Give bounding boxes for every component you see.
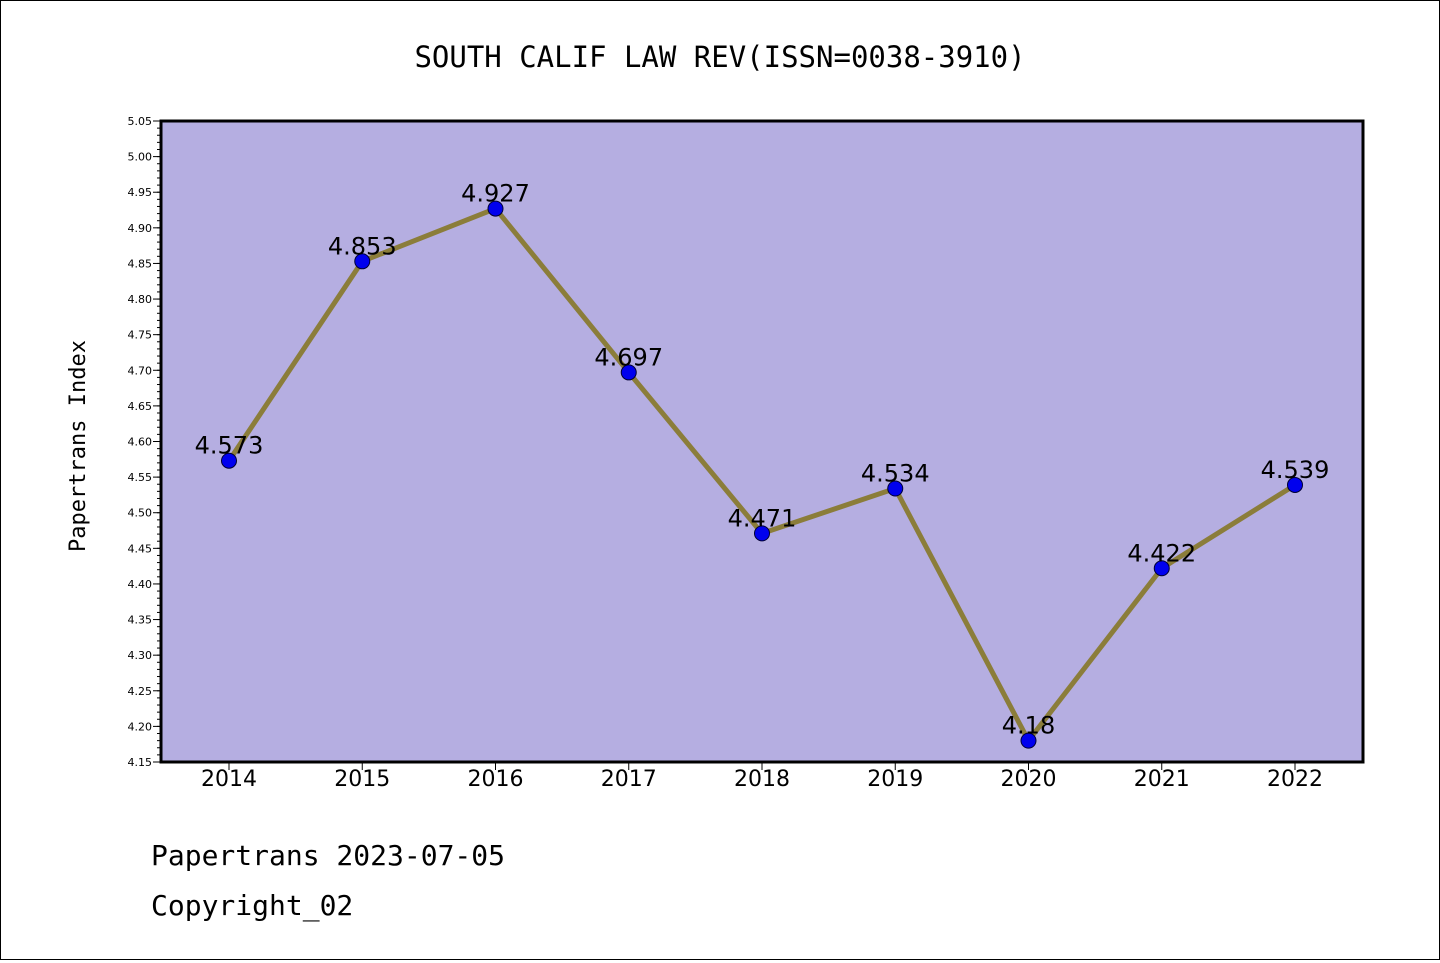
data-point (1020, 732, 1037, 749)
x-tick-label: 2016 (468, 767, 524, 792)
data-label: 4.853 (328, 232, 397, 260)
y-axis: 4.15 4.20 4.25 4.30 4.35 4.40 4.45 4.50 4.55 4.60… (128, 115, 161, 769)
data-point (754, 525, 770, 542)
y-tick-label: 5.00 (128, 151, 153, 164)
y-tick-label: 4.40 (128, 578, 153, 591)
y-tick-label: 5.05 (128, 115, 153, 128)
y-tick-label: 4.70 (128, 364, 153, 377)
data-label: 4.534 (861, 460, 930, 488)
y-tick-label: 4.60 (128, 436, 153, 449)
data-label: 4.539 (1261, 456, 1330, 484)
series-points (221, 200, 1303, 749)
data-point (1153, 560, 1170, 577)
data-point (487, 200, 504, 217)
data-label: 4.927 (461, 180, 530, 208)
x-axis: 2014 2015 2016 2017 2018 2019 2020 2021 2022 (201, 762, 1323, 792)
x-tick-label: 2021 (1134, 767, 1190, 792)
x-tick-label: 2020 (1001, 767, 1057, 792)
y-tick-label: 4.15 (128, 756, 153, 769)
x-tick-label: 2014 (201, 767, 257, 792)
x-tick-label: 2018 (734, 767, 790, 792)
y-tick-label: 4.95 (128, 186, 153, 199)
data-label: 4.18 (1002, 712, 1055, 740)
y-tick-label: 4.90 (128, 222, 153, 235)
footer-copyright: Copyright_02 (151, 889, 353, 923)
y-tick-label: 4.25 (128, 685, 153, 698)
chart-title: SOUTH CALIF LAW REV(ISSN=0038-3910) (414, 40, 1025, 74)
data-point (221, 452, 237, 469)
plot-area (159, 119, 1365, 764)
y-tick-label: 4.30 (128, 649, 153, 662)
data-label: 4.422 (1127, 539, 1196, 567)
y-tick-label: 4.35 (128, 614, 153, 627)
data-labels: 4.573 4.853 4.927 4.697 4.471 4.534 4.18 4.422 4… (195, 180, 1330, 740)
x-tick-label: 2022 (1267, 767, 1323, 792)
data-label: 4.471 (728, 504, 797, 532)
data-label: 4.573 (195, 432, 264, 460)
footer-date: Papertrans 2023-07-05 (151, 839, 505, 872)
data-point (887, 480, 904, 497)
y-tick-label: 4.50 (128, 507, 153, 520)
x-tick-label: 2017 (601, 767, 657, 792)
data-label: 4.697 (594, 343, 663, 371)
y-tick-label: 4.65 (128, 400, 153, 413)
y-tick-label: 4.80 (128, 293, 153, 306)
y-tick-label: 4.20 (128, 720, 153, 733)
x-tick-label: 2019 (867, 767, 923, 792)
y-tick-label: 4.45 (128, 542, 153, 555)
data-point (620, 364, 637, 381)
y-tick-label: 4.55 (128, 471, 153, 484)
data-point (354, 253, 371, 270)
x-tick-label: 2015 (334, 767, 390, 792)
data-point (1287, 476, 1303, 493)
y-tick-label: 4.85 (128, 257, 153, 270)
y-axis-label: Papertrans Index (66, 340, 91, 552)
y-tick-label: 4.75 (128, 329, 153, 342)
